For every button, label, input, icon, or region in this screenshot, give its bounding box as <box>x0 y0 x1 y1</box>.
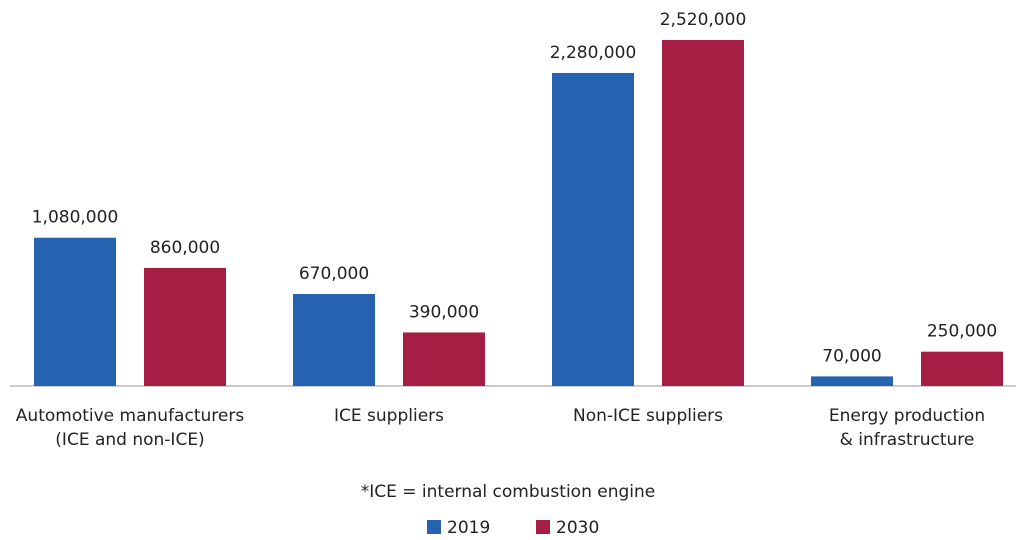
value-label: 2,280,000 <box>550 43 637 63</box>
x-tick-label: Automotive manufacturers (ICE and non-ICE… <box>16 406 245 450</box>
bar <box>293 294 375 386</box>
bar <box>811 376 893 386</box>
value-label: 250,000 <box>927 322 997 342</box>
bar <box>552 72 634 386</box>
legend-label: 2030 <box>556 518 599 538</box>
legend-swatch <box>427 520 441 534</box>
bar <box>403 332 485 386</box>
value-label: 390,000 <box>409 302 479 322</box>
bar <box>662 40 744 386</box>
x-tick-label: Energy production & infrastructure <box>829 406 985 450</box>
value-label: 2,520,000 <box>660 10 747 30</box>
bar <box>34 237 116 386</box>
bar <box>921 351 1003 386</box>
legend-swatch <box>536 520 550 534</box>
value-label: 670,000 <box>299 264 369 284</box>
x-tick-label: ICE suppliers <box>334 406 444 426</box>
value-label: 70,000 <box>822 346 881 366</box>
bar <box>144 267 226 386</box>
annotation: *ICE = internal combustion engine <box>361 482 656 502</box>
value-label: 1,080,000 <box>32 208 119 228</box>
legend-label: 2019 <box>447 518 490 538</box>
value-label: 860,000 <box>150 238 220 258</box>
x-tick-label: Non-ICE suppliers <box>573 406 723 426</box>
